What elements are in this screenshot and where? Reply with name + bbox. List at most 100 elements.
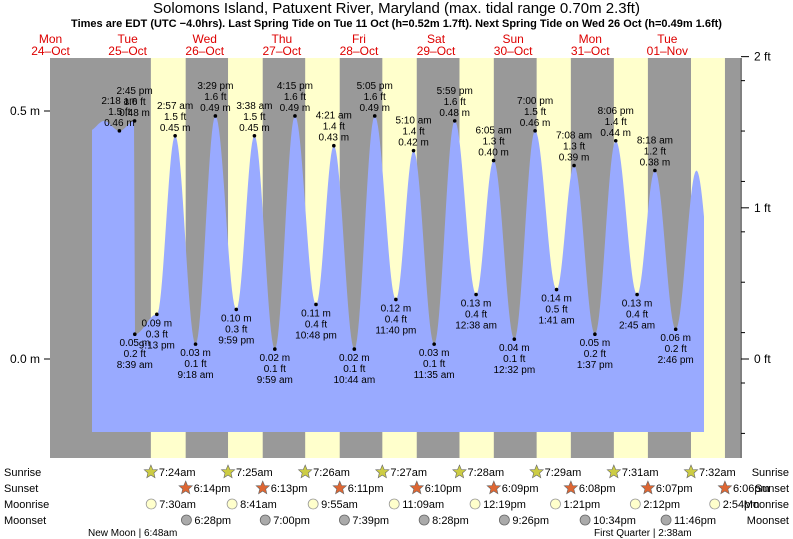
day-date: 24–Oct bbox=[31, 44, 70, 58]
high-tide-point bbox=[411, 148, 416, 153]
low-tide-feet: 0.1 ft bbox=[264, 364, 286, 375]
moonset-time: 10:34pm bbox=[593, 515, 636, 527]
low-tide-time: 10:48 pm bbox=[295, 330, 337, 341]
high-tide-feet: 1.5 ft bbox=[108, 107, 130, 118]
low-tide-point bbox=[512, 337, 517, 341]
low-tide-time: 9:13 pm bbox=[139, 340, 175, 351]
high-tide-meters: 0.48 m bbox=[439, 108, 470, 119]
high-tide-feet: 1.6 ft bbox=[123, 97, 145, 108]
sunset-icon bbox=[563, 480, 579, 495]
low-tide-point bbox=[635, 292, 639, 297]
day-date: 30–Oct bbox=[494, 44, 533, 58]
low-tide-feet: 0.1 ft bbox=[503, 354, 525, 365]
sunset-icon bbox=[717, 480, 733, 495]
low-tide-meters: 0.02 m bbox=[339, 353, 370, 364]
sunset-time: 6:09pm bbox=[502, 483, 539, 495]
axis-layer: Mon24–OctTue25–OctWed26–OctThu27–OctFri2… bbox=[10, 32, 771, 458]
high-tide-meters: 0.48 m bbox=[119, 108, 150, 119]
high-tide-meters: 0.39 m bbox=[559, 153, 590, 164]
sunset-time: 6:13pm bbox=[271, 483, 308, 495]
high-tide-time: 3:38 am bbox=[236, 101, 272, 112]
low-tide-time: 10:44 am bbox=[333, 375, 375, 386]
low-tide-time: 1:41 am bbox=[538, 316, 574, 327]
low-tide-meters: 0.06 m bbox=[660, 333, 691, 344]
low-tide-time: 2:46 pm bbox=[658, 355, 694, 366]
high-tide-meters: 0.44 m bbox=[600, 128, 631, 139]
moonrise-time: 1:21pm bbox=[563, 499, 600, 511]
high-tide-meters: 0.46 m bbox=[520, 118, 551, 129]
low-tide-point bbox=[474, 292, 478, 297]
sunset-time: 6:08pm bbox=[579, 483, 616, 495]
high-tide-feet: 1.6 ft bbox=[204, 92, 226, 103]
low-tide-time: 12:32 pm bbox=[493, 365, 535, 376]
high-tide-feet: 1.4 ft bbox=[402, 127, 424, 138]
tide-labels-layer: 2:18 am1.5 ft0.46 m2:45 pm1.6 ft0.48 m0.… bbox=[101, 81, 693, 386]
high-tide-time: 5:59 pm bbox=[437, 86, 473, 97]
low-tide-point bbox=[593, 332, 597, 337]
day-date: 01–Nov bbox=[647, 44, 688, 58]
low-tide-point bbox=[554, 287, 559, 292]
moonrise-time: 11:09am bbox=[402, 499, 444, 511]
low-tide-point bbox=[432, 342, 436, 346]
high-tide-point bbox=[372, 114, 377, 118]
low-tide-meters: 0.10 m bbox=[221, 313, 252, 324]
right-tick-label: 0 ft bbox=[754, 352, 771, 366]
chart-subtitle: Times are EDT (UTC −4.0hrs). Last Spring… bbox=[71, 18, 722, 30]
row-label-left: Sunset bbox=[4, 483, 38, 495]
high-tide-meters: 0.49 m bbox=[280, 103, 311, 114]
sunrise-icon bbox=[374, 464, 390, 479]
low-tide-point bbox=[193, 342, 198, 346]
high-tide-time: 2:57 am bbox=[157, 101, 193, 112]
low-tide-point bbox=[673, 327, 678, 332]
high-tide-meters: 0.42 m bbox=[398, 138, 429, 149]
low-tide-point bbox=[155, 312, 159, 317]
low-tide-feet: 0.4 ft bbox=[385, 314, 407, 325]
sunset-time: 6:14pm bbox=[194, 483, 231, 495]
low-tide-feet: 0.4 ft bbox=[305, 319, 327, 330]
moonset-time: 11:46pm bbox=[674, 515, 716, 527]
day-name: Mon bbox=[579, 32, 602, 46]
low-tide-feet: 0.2 ft bbox=[124, 349, 146, 360]
day-name: Tue bbox=[118, 32, 139, 46]
day-date: 31–Oct bbox=[571, 44, 610, 58]
sunrise-icon bbox=[143, 464, 159, 479]
sunrise-icon bbox=[606, 464, 622, 479]
high-tide-time: 2:18 am bbox=[101, 96, 137, 107]
high-tide-feet: 1.5 ft bbox=[524, 107, 546, 118]
tide-area bbox=[92, 116, 704, 432]
sunrise-time: 7:27am bbox=[390, 467, 427, 479]
low-tide-meters: 0.13 m bbox=[622, 299, 653, 310]
low-tide-feet: 0.5 ft bbox=[545, 305, 567, 316]
low-tide-time: 11:35 am bbox=[414, 370, 455, 381]
low-tide-feet: 0.4 ft bbox=[465, 310, 487, 321]
high-tide-time: 4:15 pm bbox=[277, 81, 313, 92]
low-tide-feet: 0.4 ft bbox=[626, 310, 648, 321]
low-tide-point bbox=[273, 347, 277, 351]
low-tide-meters: 0.02 m bbox=[260, 353, 291, 364]
moonset-icon bbox=[181, 514, 192, 526]
high-tide-meters: 0.38 m bbox=[640, 158, 671, 169]
low-tide-meters: 0.14 m bbox=[541, 294, 572, 305]
low-tide-meters: 0.04 m bbox=[499, 343, 530, 354]
row-label-left: Sunrise bbox=[4, 467, 41, 479]
sunrise-time: 7:25am bbox=[236, 467, 273, 479]
right-tick-label: 2 ft bbox=[754, 50, 771, 64]
low-tide-time: 8:39 am bbox=[117, 360, 153, 371]
high-tide-time: 7:00 pm bbox=[517, 96, 553, 107]
low-tide-meters: 0.03 m bbox=[419, 348, 450, 359]
moonrise-icon bbox=[709, 498, 721, 510]
high-tide-point bbox=[653, 168, 657, 173]
moonset-time: 7:00pm bbox=[273, 515, 310, 527]
high-tide-feet: 1.4 ft bbox=[605, 117, 627, 128]
high-tide-meters: 0.40 m bbox=[478, 148, 509, 159]
day-name: Thu bbox=[272, 32, 293, 46]
left-tick-label: 0.0 m bbox=[10, 352, 40, 366]
tide-curve-layer bbox=[92, 116, 704, 432]
sunrise-icon bbox=[220, 464, 236, 479]
sunset-time: 6:11pm bbox=[348, 483, 384, 495]
high-tide-point bbox=[117, 129, 122, 133]
low-tide-meters: 0.05 m bbox=[120, 338, 151, 349]
sunrise-time: 7:28am bbox=[467, 467, 504, 479]
moonrise-icon bbox=[226, 498, 238, 510]
moonset-icon bbox=[418, 514, 430, 526]
